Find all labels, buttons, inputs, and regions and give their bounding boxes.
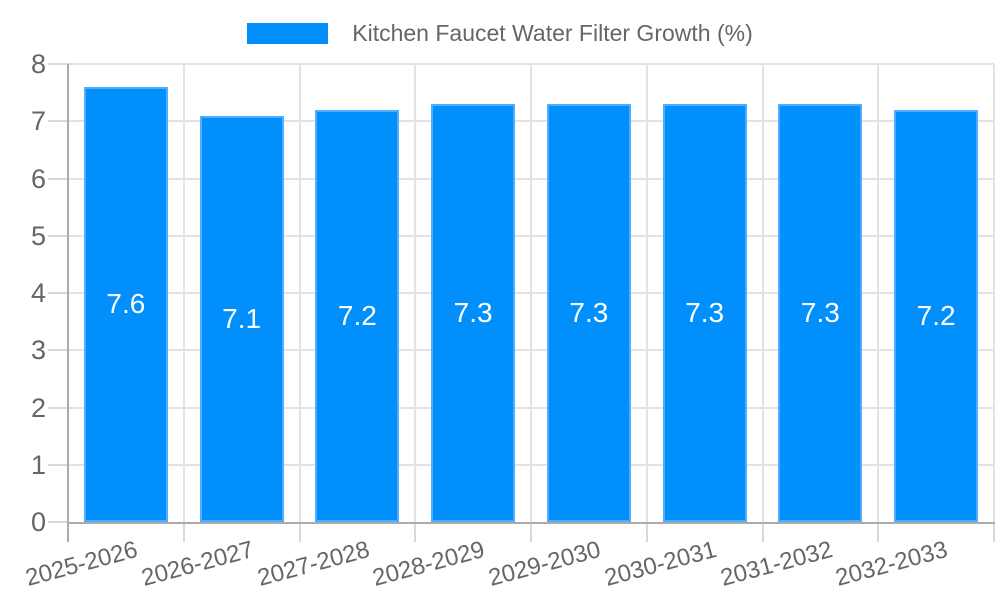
bar[interactable]: 7.3 (546, 104, 631, 522)
y-axis-tick (48, 406, 68, 409)
y-axis-label: 4 (30, 278, 46, 308)
x-gridline (182, 64, 185, 522)
x-axis-label: 2032-2033 (832, 536, 951, 592)
bar-value-label: 7.3 (569, 297, 609, 329)
x-axis-tick (993, 522, 995, 542)
x-axis-tick (530, 522, 532, 542)
bar[interactable]: 7.1 (199, 115, 284, 522)
legend[interactable]: Kitchen Faucet Water Filter Growth (%) (0, 20, 1000, 46)
bar-value-label: 7.2 (916, 299, 956, 331)
x-axis-label: 2028-2029 (369, 536, 488, 592)
x-gridline (877, 64, 880, 522)
y-axis-label: 0 (30, 507, 46, 537)
bar-value-label: 7.6 (106, 288, 146, 320)
x-axis-label: 2029-2030 (485, 536, 604, 592)
legend-swatch-icon (247, 22, 329, 44)
bar[interactable]: 7.3 (662, 104, 747, 522)
x-axis-tick (877, 522, 880, 542)
bar-value-label: 7.2 (337, 299, 377, 331)
y-axis-tick (48, 63, 68, 65)
y-axis-label: 5 (30, 220, 46, 251)
x-gridline (993, 64, 995, 522)
x-gridline (298, 64, 301, 522)
bar[interactable]: 7.3 (431, 104, 516, 522)
bar[interactable]: 7.2 (894, 109, 979, 522)
y-axis-tick (48, 463, 68, 466)
y-axis-line (67, 64, 69, 542)
x-axis-tick (414, 522, 417, 542)
y-axis-tick (48, 292, 68, 294)
y-axis-tick (48, 234, 68, 237)
y-axis-label: 3 (30, 335, 46, 366)
y-axis-tick (48, 120, 68, 123)
bar[interactable]: 7.3 (778, 104, 863, 522)
x-gridline (761, 64, 764, 522)
x-axis-tick (761, 522, 764, 542)
x-axis-tick (645, 522, 648, 542)
x-axis-tick (298, 522, 301, 542)
x-axis-label: 2027-2028 (254, 536, 373, 592)
bar-value-label: 7.3 (685, 297, 725, 329)
x-gridline (414, 64, 417, 522)
bar-value-label: 7.3 (453, 297, 493, 329)
x-axis-tick (182, 522, 185, 542)
y-axis-tick (48, 521, 68, 523)
bar[interactable]: 7.2 (315, 109, 400, 522)
bar[interactable]: 7.6 (83, 86, 168, 522)
bar-value-label: 7.1 (222, 302, 262, 334)
x-axis-label: 2030-2031 (601, 536, 720, 592)
x-gridline (645, 64, 648, 522)
y-axis-label: 2 (30, 392, 46, 423)
y-axis-tick (48, 177, 68, 180)
x-axis-label: 2025-2026 (22, 536, 141, 592)
y-axis-tick (48, 349, 68, 352)
y-axis-label: 1 (30, 449, 46, 480)
x-axis-label: 2031-2032 (717, 536, 836, 592)
y-axis-label: 6 (30, 163, 46, 194)
y-axis-label: 8 (30, 49, 46, 79)
x-axis-line (67, 522, 995, 524)
legend-label: Kitchen Faucet Water Filter Growth (%) (352, 19, 753, 46)
bar-value-label: 7.3 (800, 297, 840, 329)
x-gridline (530, 64, 532, 522)
y-axis-label: 7 (30, 106, 46, 137)
x-axis-label: 2026-2027 (138, 536, 257, 592)
